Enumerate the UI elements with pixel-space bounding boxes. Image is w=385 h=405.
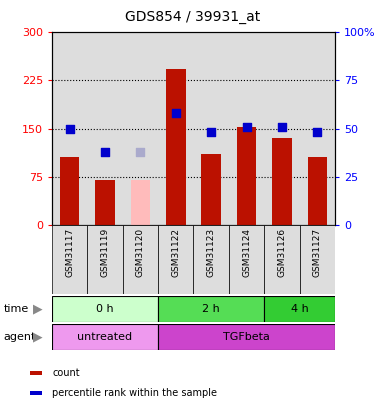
Text: GSM31126: GSM31126 bbox=[277, 228, 286, 277]
Text: GDS854 / 39931_at: GDS854 / 39931_at bbox=[125, 10, 260, 24]
Text: GSM31120: GSM31120 bbox=[136, 228, 145, 277]
Text: GSM31123: GSM31123 bbox=[207, 228, 216, 277]
Bar bbox=[201, 154, 221, 225]
Text: count: count bbox=[52, 368, 80, 378]
Bar bbox=[300, 225, 335, 294]
Text: GSM31119: GSM31119 bbox=[100, 228, 110, 277]
Bar bbox=[193, 32, 229, 225]
Text: time: time bbox=[4, 304, 29, 314]
Bar bbox=[30, 371, 42, 375]
Point bbox=[173, 110, 179, 117]
Text: ▶: ▶ bbox=[33, 330, 42, 344]
Text: 4 h: 4 h bbox=[291, 304, 308, 314]
Bar bbox=[264, 32, 300, 225]
Bar bbox=[52, 225, 87, 294]
Bar bbox=[193, 225, 229, 294]
Bar bbox=[229, 225, 264, 294]
Bar bbox=[158, 225, 193, 294]
Bar bbox=[158, 296, 264, 322]
Bar bbox=[131, 180, 150, 225]
Point bbox=[314, 129, 320, 136]
Bar bbox=[272, 138, 291, 225]
Text: 2 h: 2 h bbox=[202, 304, 220, 314]
Text: 0 h: 0 h bbox=[96, 304, 114, 314]
Bar bbox=[300, 32, 335, 225]
Point bbox=[279, 124, 285, 130]
Bar bbox=[237, 127, 256, 225]
Bar bbox=[308, 158, 327, 225]
Point bbox=[67, 126, 73, 132]
Point bbox=[137, 149, 144, 155]
Point bbox=[243, 124, 249, 130]
Bar bbox=[123, 32, 158, 225]
Text: GSM31127: GSM31127 bbox=[313, 228, 322, 277]
Bar bbox=[229, 32, 264, 225]
Bar bbox=[166, 69, 186, 225]
Point bbox=[102, 149, 108, 155]
Bar bbox=[95, 180, 115, 225]
Bar bbox=[30, 391, 42, 395]
Text: percentile rank within the sample: percentile rank within the sample bbox=[52, 388, 217, 398]
Bar bbox=[52, 324, 158, 350]
Bar bbox=[158, 32, 193, 225]
Bar bbox=[52, 32, 87, 225]
Bar bbox=[87, 32, 123, 225]
Text: GSM31117: GSM31117 bbox=[65, 228, 74, 277]
Text: agent: agent bbox=[4, 332, 36, 342]
Bar bbox=[87, 225, 123, 294]
Bar bbox=[60, 158, 79, 225]
Text: GSM31122: GSM31122 bbox=[171, 228, 180, 277]
Bar bbox=[264, 225, 300, 294]
Text: GSM31124: GSM31124 bbox=[242, 228, 251, 277]
Bar bbox=[158, 324, 335, 350]
Text: TGFbeta: TGFbeta bbox=[223, 332, 270, 342]
Text: untreated: untreated bbox=[77, 332, 132, 342]
Bar bbox=[52, 296, 158, 322]
Text: ▶: ▶ bbox=[33, 302, 42, 315]
Bar bbox=[264, 296, 335, 322]
Bar bbox=[123, 225, 158, 294]
Point bbox=[208, 129, 214, 136]
